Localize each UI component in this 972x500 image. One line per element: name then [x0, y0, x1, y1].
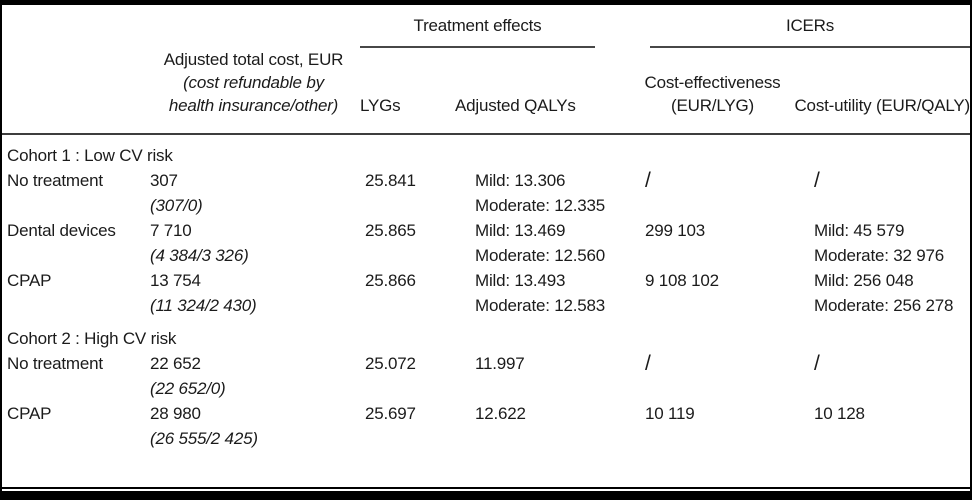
- lyg-value: 25.866: [365, 271, 416, 290]
- cohort2-no-treatment-row: No treatment 22 652 (22 652/0) 25.072 11…: [2, 351, 970, 401]
- qalys-column-header: Adjusted QALYs: [455, 48, 635, 135]
- cost-refund-note: (22 652/0): [150, 379, 226, 398]
- icer-qaly-cell: /: [790, 168, 970, 218]
- cohort1-dental-devices-row: Dental devices 7 710 (4 384/3 326) 25.86…: [2, 218, 970, 268]
- lyg-cell: 25.841: [360, 168, 455, 218]
- lyg-value: 25.072: [365, 354, 416, 373]
- icers-heading: ICERs: [785, 16, 835, 35]
- cost-cell: 28 980 (26 555/2 425): [147, 401, 360, 451]
- cost-refund-note: (26 555/2 425): [150, 429, 258, 448]
- cohort2-cpap-row: CPAP 28 980 (26 555/2 425) 25.697 12.622…: [2, 401, 970, 451]
- qaly-cell: Mild: 13.493 Moderate: 12.583: [455, 268, 635, 318]
- lyg-cell: 25.697: [360, 401, 455, 451]
- icer-lyg-value: 10 119: [645, 404, 695, 423]
- qaly-value: 11.997: [475, 354, 525, 373]
- icer-lyg-value: /: [645, 169, 651, 192]
- treatment-effects-heading: Treatment effects: [413, 16, 542, 35]
- qaly-moderate-value: Moderate: 12.583: [475, 296, 606, 315]
- cost-refund-note: (4 384/3 326): [150, 246, 249, 265]
- cost-cell: 13 754 (11 324/2 430): [147, 268, 360, 318]
- cost-cell: 22 652 (22 652/0): [147, 351, 360, 401]
- qaly-value: 12.622: [475, 404, 526, 423]
- ce-header-line2: (EUR/LYG): [671, 96, 754, 115]
- cost-refund-note: (307/0): [150, 196, 203, 215]
- table-bottom-thin-rule: [2, 487, 970, 489]
- treatment-label: CPAP: [7, 271, 52, 290]
- icer-qaly-value: 10 128: [814, 404, 865, 423]
- cohort-1-label: Cohort 1 : Low CV risk: [7, 146, 173, 165]
- cost-value: 307: [150, 171, 178, 190]
- cost-value: 22 652: [150, 354, 201, 373]
- cost-utility-column-header: Cost-utility (EUR/QALY): [790, 48, 970, 135]
- qaly-mild-value: Mild: 13.469: [475, 221, 566, 240]
- icers-underline: [650, 46, 970, 48]
- icer-lyg-cell: /: [635, 168, 790, 218]
- lyg-cell: 25.865: [360, 218, 455, 268]
- cohort-2-header-row: Cohort 2 : High CV risk: [2, 318, 970, 351]
- cost-header-line3: health insurance/other): [168, 96, 339, 115]
- lyg-value: 25.841: [365, 171, 416, 190]
- adjusted-cost-column-header: Adjusted total cost, EUR (cost refundabl…: [147, 48, 360, 135]
- lyg-value: 25.697: [365, 404, 416, 423]
- cohort1-no-treatment-row: No treatment 307 (307/0) 25.841 Mild: 13…: [2, 168, 970, 218]
- icer-lyg-value: 9 108 102: [645, 271, 719, 290]
- qaly-cell: Mild: 13.306 Moderate: 12.335: [455, 168, 635, 218]
- cost-refund-note: (11 324/2 430): [150, 296, 257, 315]
- icer-qaly-mild-value: /: [814, 169, 820, 192]
- qaly-cell: Mild: 13.469 Moderate: 12.560: [455, 218, 635, 268]
- cost-value: 13 754: [150, 271, 201, 290]
- treatment-label: No treatment: [7, 171, 103, 190]
- icer-lyg-cell: 9 108 102: [635, 268, 790, 318]
- icer-qaly-moderate-value: Moderate: 32 976: [814, 246, 945, 265]
- ce-header-line1: Cost-effectiveness: [644, 73, 781, 92]
- treatment-effects-underline: [360, 46, 595, 48]
- column-header-row: Adjusted total cost, EUR (cost refundabl…: [2, 48, 970, 135]
- icers-group-cell: ICERs: [635, 5, 970, 48]
- icer-qaly-cell: 10 128: [790, 401, 970, 451]
- cost-value: 28 980: [150, 404, 201, 423]
- qaly-moderate-value: Moderate: 12.335: [475, 196, 606, 215]
- cohort-2-label: Cohort 2 : High CV risk: [7, 329, 177, 348]
- qaly-cell: 12.622: [455, 401, 635, 451]
- lygs-column-header: LYGs: [360, 48, 455, 135]
- qaly-mild-value: Mild: 13.493: [475, 271, 566, 290]
- table-bottom-thick-rule: [2, 491, 970, 500]
- cohort-1-header-row: Cohort 1 : Low CV risk: [2, 134, 970, 168]
- treatment-label: Dental devices: [7, 221, 116, 240]
- icer-qaly-cell: /: [790, 351, 970, 401]
- icer-qaly-moderate-value: Moderate: 256 278: [814, 296, 954, 315]
- cost-value: 7 710: [150, 221, 192, 240]
- treatment-label: CPAP: [7, 404, 52, 423]
- group-header-spacer: [2, 5, 360, 48]
- results-table: Treatment effects ICERs Adjusted total c…: [2, 5, 970, 451]
- cohort1-cpap-row: CPAP 13 754 (11 324/2 430) 25.866 Mild: …: [2, 268, 970, 318]
- row-label-column-header: [2, 48, 147, 135]
- icer-qaly-mild-value: Mild: 256 048: [814, 271, 914, 290]
- qaly-mild-value: Mild: 13.306: [475, 171, 566, 190]
- icer-lyg-value: /: [645, 352, 651, 375]
- lyg-value: 25.865: [365, 221, 416, 240]
- icer-qaly-mild-value: Mild: 45 579: [814, 221, 905, 240]
- icer-lyg-cell: /: [635, 351, 790, 401]
- group-header-row: Treatment effects ICERs: [2, 5, 970, 48]
- cost-cell: 7 710 (4 384/3 326): [147, 218, 360, 268]
- lyg-cell: 25.866: [360, 268, 455, 318]
- icer-lyg-cell: 10 119: [635, 401, 790, 451]
- treatment-effects-group-cell: Treatment effects: [360, 5, 635, 48]
- icer-qaly-cell: Mild: 45 579 Moderate: 32 976: [790, 218, 970, 268]
- lyg-cell: 25.072: [360, 351, 455, 401]
- cost-cell: 307 (307/0): [147, 168, 360, 218]
- icer-qaly-value: /: [814, 352, 820, 375]
- cost-header-line2: (cost refundable by: [183, 73, 324, 92]
- cost-effectiveness-column-header: Cost-effectiveness (EUR/LYG): [635, 48, 790, 135]
- icer-lyg-value: 299 103: [645, 221, 706, 240]
- icer-lyg-cell: 299 103: [635, 218, 790, 268]
- treatment-label: No treatment: [7, 354, 103, 373]
- cost-header-line1: Adjusted total cost, EUR: [163, 50, 344, 69]
- icer-qaly-cell: Mild: 256 048 Moderate: 256 278: [790, 268, 970, 318]
- qaly-moderate-value: Moderate: 12.560: [475, 246, 606, 265]
- qaly-cell: 11.997: [455, 351, 635, 401]
